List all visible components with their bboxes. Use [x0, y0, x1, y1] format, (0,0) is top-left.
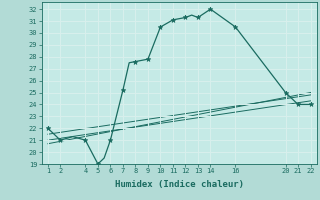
X-axis label: Humidex (Indice chaleur): Humidex (Indice chaleur) [115, 180, 244, 189]
